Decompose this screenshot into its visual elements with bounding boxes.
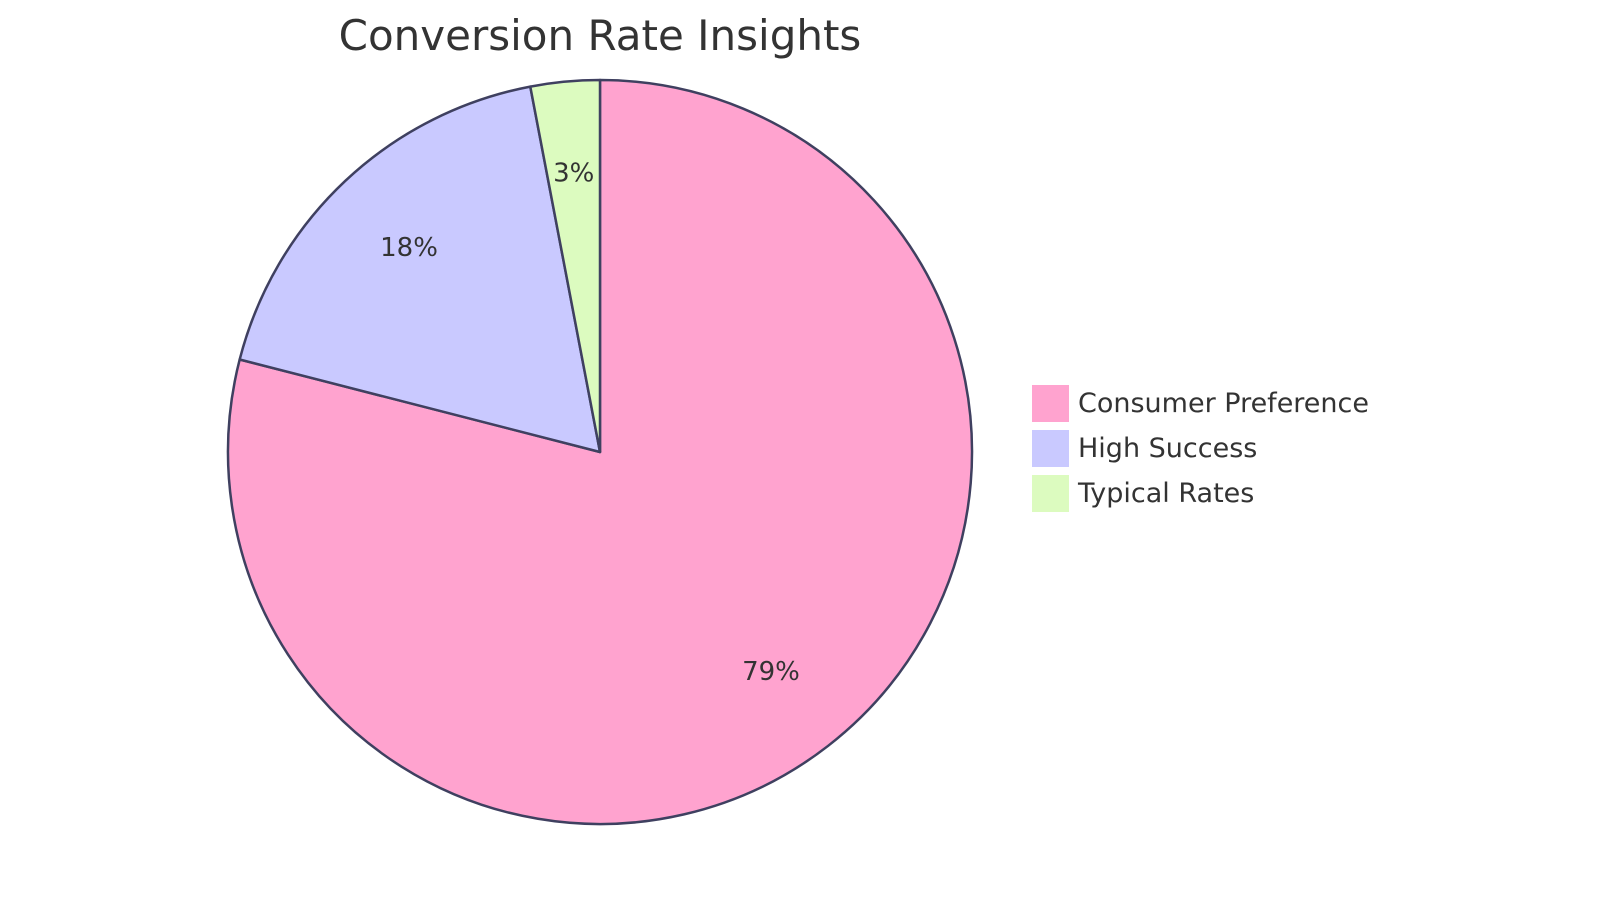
- legend: Consumer Preference High Success Typical R…: [1032, 385, 1369, 512]
- legend-label: High Success: [1078, 433, 1257, 464]
- legend-item-consumer-preference: Consumer Preference: [1032, 385, 1369, 422]
- chart-title: Conversion Rate Insights: [339, 11, 862, 60]
- slice-label-high-success: 18%: [380, 233, 438, 263]
- pie-slice-consumer-preference: [226, 78, 974, 826]
- legend-item-high-success: High Success: [1032, 430, 1257, 467]
- pie-slice-high-success: [238, 85, 602, 454]
- pie-slice-typical-rates: [529, 78, 602, 454]
- pie-slices: [226, 78, 974, 826]
- pie-slice-labels: 79% 18% 3%: [380, 159, 800, 687]
- legend-swatch: [1032, 475, 1069, 512]
- legend-label: Typical Rates: [1077, 478, 1254, 509]
- legend-label: Consumer Preference: [1078, 388, 1369, 419]
- legend-swatch: [1032, 430, 1069, 467]
- slice-label-consumer-preference: 79%: [742, 657, 800, 687]
- slice-label-typical-rates: 3%: [553, 159, 594, 189]
- legend-swatch: [1032, 385, 1069, 422]
- legend-item-typical-rates: Typical Rates: [1032, 475, 1254, 512]
